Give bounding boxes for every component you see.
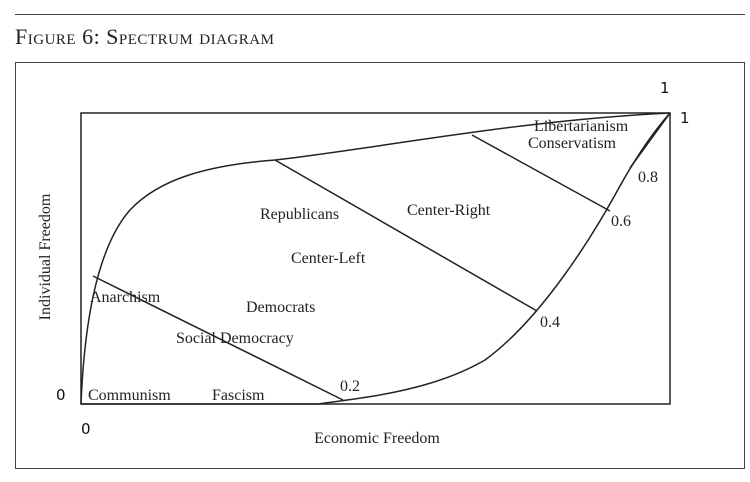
y-max-label: 1 (660, 79, 670, 97)
tick-label-0.6: 0.6 (611, 213, 631, 230)
region-label-center-right: Center-Right (407, 202, 491, 219)
figure-frame (15, 62, 745, 469)
region-label-social-democracy: Social Democracy (176, 330, 294, 347)
divider-line-0.2 (92, 275, 344, 401)
divider-line-0.6 (471, 134, 611, 212)
tick-label-0.4: 0.4 (540, 314, 560, 331)
tick-label-0.8: 0.8 (638, 169, 658, 186)
region-label-center-left: Center-Left (291, 250, 366, 267)
region-label-communism: Communism (88, 387, 171, 404)
divider-line-0.8 (629, 112, 671, 169)
divider-line-0.4 (274, 159, 538, 312)
region-label-conservatism: Conservatism (528, 135, 617, 152)
x-max-label: 1 (680, 109, 690, 127)
region-label-libertarianism: Libertarianism (534, 118, 629, 135)
region-label-democrats: Democrats (246, 299, 315, 316)
region-label-anarchism: Anarchism (90, 289, 161, 306)
plot-box (80, 112, 671, 405)
region-label-republicans: Republicans (260, 206, 339, 223)
title-rule (15, 14, 745, 15)
x-origin-label: 0 (81, 420, 91, 438)
y-axis-label: Individual Freedom (37, 193, 54, 320)
y-origin-label: 0 (56, 386, 66, 404)
region-label-fascism: Fascism (212, 387, 265, 404)
lower-boundary-curve (81, 112, 671, 405)
x-axis-label: Economic Freedom (314, 430, 440, 447)
tick-label-0.2: 0.2 (340, 378, 360, 395)
upper-boundary-curve (80, 112, 671, 405)
figure-title: Figure 6: Spectrum diagram (15, 24, 275, 49)
